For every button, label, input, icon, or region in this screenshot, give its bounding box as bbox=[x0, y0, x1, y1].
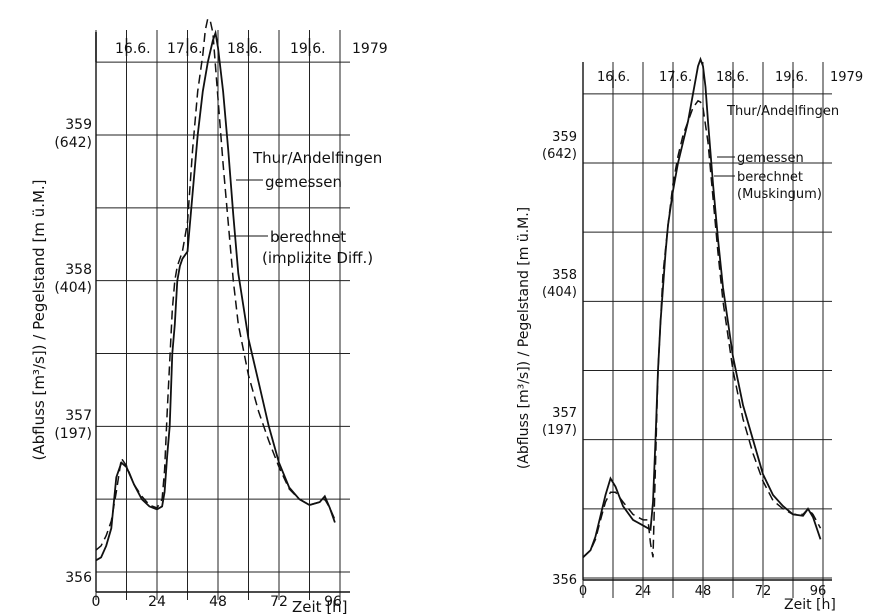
date-label: 17.6. bbox=[659, 70, 692, 85]
y-tick-flow: (642) bbox=[542, 147, 577, 162]
y-tick-flow: (404) bbox=[54, 280, 92, 296]
date-label: 19.6. bbox=[775, 70, 808, 85]
computed-hydrograph-line bbox=[95, 16, 336, 551]
y-tick-level: 359 bbox=[65, 117, 92, 133]
x-tick-label: 24 bbox=[148, 594, 166, 610]
year-label: 1979 bbox=[352, 41, 388, 57]
station-annotation: Thur/Andelfingen bbox=[252, 149, 382, 167]
date-label: 18.6. bbox=[227, 41, 263, 57]
x-tick-label: 0 bbox=[92, 594, 101, 610]
method-annotation: (Muskingum) bbox=[737, 187, 822, 202]
left-hydrograph-panel: 16.6. 17.6. 18.6. 19.6. 1979 356 357 (19… bbox=[30, 16, 388, 616]
date-label: 18.6. bbox=[716, 70, 749, 85]
date-label: 17.6. bbox=[167, 41, 203, 57]
x-tick-label: 72 bbox=[270, 594, 288, 610]
y-tick-flow: (404) bbox=[542, 285, 577, 300]
method-annotation: (implizite Diff.) bbox=[262, 249, 373, 267]
x-tick-label: 48 bbox=[209, 594, 227, 610]
y-tick-flow: (197) bbox=[54, 426, 92, 442]
y-tick-level: 356 bbox=[65, 570, 92, 586]
computed-annotation: berechnet bbox=[737, 170, 803, 185]
y-tick-level: 356 bbox=[552, 573, 577, 588]
measured-annotation: gemessen bbox=[737, 151, 804, 166]
y-tick-level: 359 bbox=[552, 130, 577, 145]
x-axis-label: Zeit [h] bbox=[292, 598, 348, 616]
y-axis-label: (Abfluss [m³/s]) / Pegelstand [m ü.M.] bbox=[516, 207, 532, 469]
right-hydrograph-panel: 16.6. 17.6. 18.6. 19.6. 1979 356 357 (19… bbox=[516, 56, 863, 613]
x-tick-label: 0 bbox=[579, 584, 587, 599]
measured-hydrograph-line bbox=[95, 29, 336, 562]
measured-annotation: gemessen bbox=[265, 173, 342, 191]
x-axis-label: Zeit [h] bbox=[784, 597, 836, 613]
x-tick-label: 24 bbox=[635, 584, 652, 599]
station-annotation: Thur/Andelfingen bbox=[726, 104, 839, 119]
x-tick-label: 72 bbox=[755, 584, 772, 599]
y-tick-level: 358 bbox=[552, 268, 577, 283]
date-label: 16.6. bbox=[597, 70, 630, 85]
x-tick-label: 48 bbox=[695, 584, 712, 599]
measured-hydrograph-line bbox=[582, 56, 822, 558]
year-label: 1979 bbox=[830, 70, 863, 85]
date-label: 16.6. bbox=[115, 41, 151, 57]
x-tick-label: 96 bbox=[324, 594, 342, 610]
computed-hydrograph-line bbox=[582, 99, 822, 558]
y-tick-level: 357 bbox=[65, 408, 92, 424]
y-tick-level: 357 bbox=[552, 406, 577, 421]
x-tick-label: 96 bbox=[810, 584, 827, 599]
computed-annotation: berechnet bbox=[270, 228, 346, 246]
y-tick-level: 358 bbox=[65, 262, 92, 278]
date-label: 19.6. bbox=[290, 41, 326, 57]
y-tick-flow: (642) bbox=[54, 135, 92, 151]
y-axis-label: (Abfluss [m³/s]) / Pegelstand [m ü.M.] bbox=[30, 179, 48, 460]
y-tick-flow: (197) bbox=[542, 423, 577, 438]
